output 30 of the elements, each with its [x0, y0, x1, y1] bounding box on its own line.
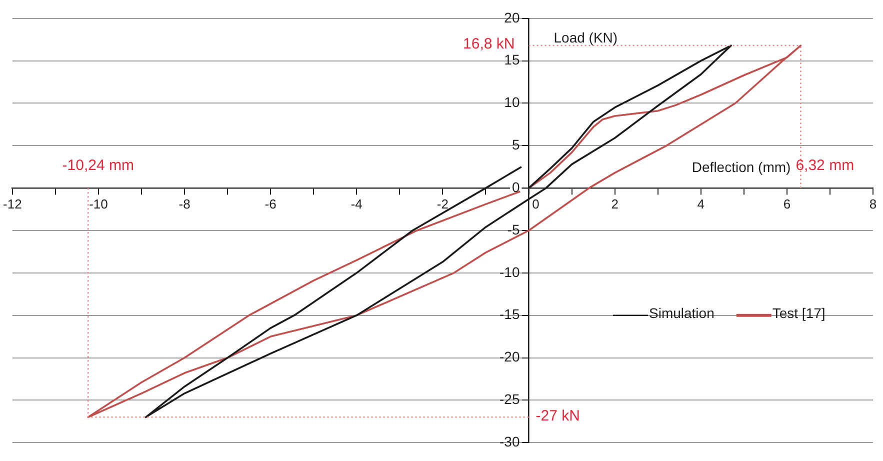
- x-tick-label: 8: [869, 196, 877, 212]
- y-tick-label: -5: [507, 221, 520, 238]
- x-tick-label: -2: [436, 196, 448, 212]
- ref-line-label: -10,24 mm: [62, 157, 134, 174]
- legend-label: Test [17]: [772, 305, 826, 322]
- x-axis-title: Deflection (mm): [692, 158, 791, 175]
- x-tick-label: -4: [350, 196, 362, 212]
- x-tick-label: 2: [611, 196, 618, 212]
- ref-line-label: -27 kN: [536, 407, 580, 424]
- x-tick-label: -8: [178, 196, 190, 212]
- y-tick-label: 10: [504, 94, 520, 110]
- y-tick-label: -30: [500, 433, 520, 450]
- ref-line-label: 6,32 mm: [796, 157, 854, 174]
- y-tick-label: 20: [504, 9, 520, 26]
- x-tick-label: 6: [783, 196, 791, 212]
- y-tick-label: -15: [500, 306, 520, 322]
- y-tick-label: -20: [500, 348, 520, 365]
- y-tick-label: -25: [500, 391, 520, 408]
- y-tick-label: 0: [512, 178, 520, 195]
- ref-line-label: 16,8 kN: [463, 36, 515, 53]
- y-tick-label: 5: [512, 136, 520, 153]
- x-tick-label: -6: [264, 196, 276, 212]
- y-tick-label: -10: [500, 264, 520, 280]
- x-tick-label: 4: [697, 196, 704, 212]
- y-axis-title: Load (KN): [554, 29, 618, 46]
- x-tick-label: -12: [2, 196, 22, 212]
- legend-label: Simulation: [649, 305, 714, 322]
- x-tick-label: -10: [89, 196, 108, 212]
- y-tick-label: 15: [504, 52, 520, 68]
- x-tick-label: 0: [532, 196, 540, 212]
